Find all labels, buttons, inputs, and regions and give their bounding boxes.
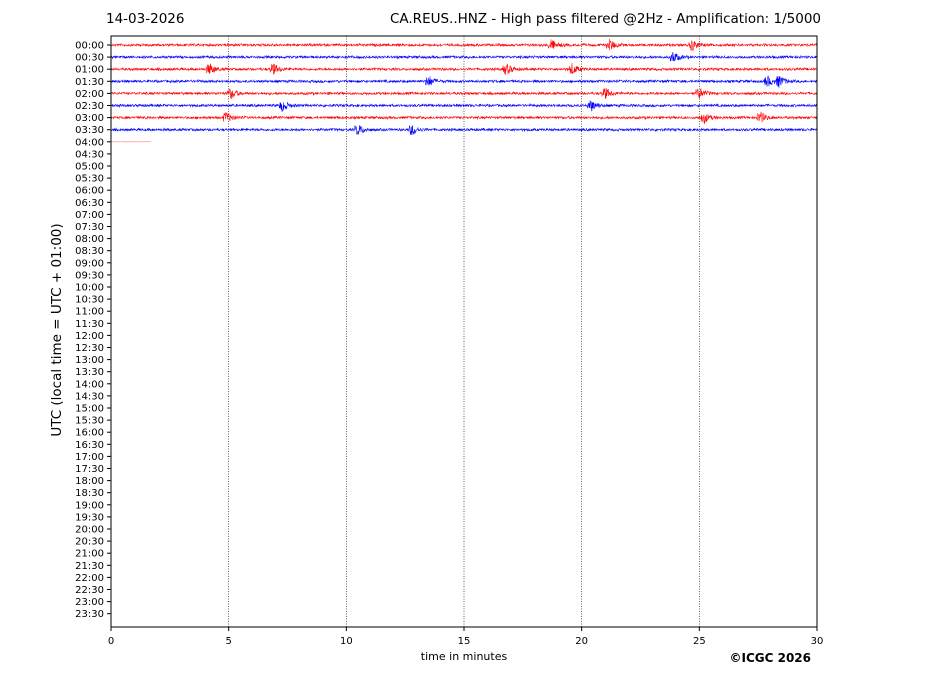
seismic-trace-02:30 (110, 100, 818, 113)
y-tick-label-19:30: 19:30 (75, 512, 104, 523)
y-tick-label-17:00: 17:00 (75, 452, 104, 463)
y-tick-label-07:30: 07:30 (75, 222, 104, 233)
x-tick-label-0: 0 (108, 636, 114, 647)
y-tick-label-08:00: 08:00 (75, 234, 104, 245)
y-tick-label-13:30: 13:30 (75, 367, 104, 378)
x-tick-label-25: 25 (693, 636, 706, 647)
trace-layer (110, 38, 818, 143)
y-tick-label-08:30: 08:30 (75, 246, 104, 257)
y-tick-label-17:30: 17:30 (75, 464, 104, 475)
y-tick-label-03:00: 03:00 (75, 113, 104, 124)
y-tick-label-14:30: 14:30 (75, 391, 104, 402)
y-tick-label-23:00: 23:00 (75, 597, 104, 608)
y-tick-label-07:00: 07:00 (75, 210, 104, 221)
y-tick-label-20:30: 20:30 (75, 537, 104, 548)
seismic-trace-01:30 (110, 75, 818, 88)
y-tick-label-19:00: 19:00 (75, 500, 104, 511)
chart-title: CA.REUS..HNZ - High pass filtered @2Hz -… (389, 11, 821, 27)
y-tick-label-09:00: 09:00 (75, 258, 104, 269)
y-tick-label-00:00: 00:00 (75, 41, 104, 52)
y-tick-label-06:00: 06:00 (75, 186, 104, 197)
y-tick-label-16:00: 16:00 (75, 428, 104, 439)
y-tick-label-22:30: 22:30 (75, 585, 104, 596)
y-tick-label-23:30: 23:30 (75, 609, 104, 620)
y-tick-label-02:00: 02:00 (75, 89, 104, 100)
chart-date: 14-03-2026 (106, 11, 185, 27)
y-tick-label-05:30: 05:30 (75, 174, 104, 185)
y-tick-label-03:30: 03:30 (75, 125, 104, 136)
seismic-trace-04:00 (110, 141, 152, 143)
y-tick-label-12:00: 12:00 (75, 331, 104, 342)
y-tick-label-14:00: 14:00 (75, 379, 104, 390)
x-tick-label-30: 30 (811, 636, 824, 647)
y-tick-label-18:30: 18:30 (75, 488, 104, 499)
y-tick-label-11:30: 11:30 (75, 319, 104, 330)
seismic-trace-01:00 (110, 63, 818, 75)
y-tick-label-21:00: 21:00 (75, 549, 104, 560)
y-tick-label-01:00: 01:00 (75, 65, 104, 76)
y-tick-label-01:30: 01:30 (75, 77, 104, 88)
seismic-trace-02:00 (110, 87, 818, 99)
y-tick-label-09:30: 09:30 (75, 270, 104, 281)
y-tick-label-11:00: 11:00 (75, 307, 104, 318)
y-tick-label-12:30: 12:30 (75, 343, 104, 354)
copyright-label: ©ICGC 2026 (729, 651, 811, 665)
y-tick-label-13:00: 13:00 (75, 355, 104, 366)
y-tick-label-22:00: 22:00 (75, 573, 104, 584)
y-tick-label-04:30: 04:30 (75, 149, 104, 160)
y-tick-label-00:30: 00:30 (75, 53, 104, 64)
y-tick-label-06:30: 06:30 (75, 198, 104, 209)
grid-layer (228, 36, 700, 627)
x-tick-label-5: 5 (225, 636, 231, 647)
seismic-trace-03:00 (110, 111, 818, 125)
y-axis-ticks: 00:0000:3001:0001:3002:0002:3003:0003:30… (75, 41, 111, 620)
x-axis-label: time in minutes (420, 650, 508, 663)
y-tick-label-20:00: 20:00 (75, 525, 104, 536)
y-tick-label-10:30: 10:30 (75, 295, 104, 306)
x-axis-ticks: 0 5 10 15 20 25 30 (108, 627, 824, 647)
seismic-trace-00:00 (110, 38, 818, 52)
y-tick-label-21:30: 21:30 (75, 561, 104, 572)
y-tick-label-10:00: 10:00 (75, 283, 104, 294)
y-tick-label-04:00: 04:00 (75, 137, 104, 148)
seismic-trace-03:30 (110, 125, 818, 136)
x-tick-label-15: 15 (458, 636, 471, 647)
y-tick-label-05:00: 05:00 (75, 162, 104, 173)
x-tick-label-20: 20 (575, 636, 588, 647)
y-tick-label-16:30: 16:30 (75, 440, 104, 451)
seismic-trace-00:30 (110, 52, 818, 62)
y-tick-label-15:30: 15:30 (75, 416, 104, 427)
x-tick-label-10: 10 (340, 636, 353, 647)
y-tick-label-18:00: 18:00 (75, 476, 104, 487)
y-tick-label-02:30: 02:30 (75, 101, 104, 112)
y-tick-label-15:00: 15:00 (75, 404, 104, 415)
